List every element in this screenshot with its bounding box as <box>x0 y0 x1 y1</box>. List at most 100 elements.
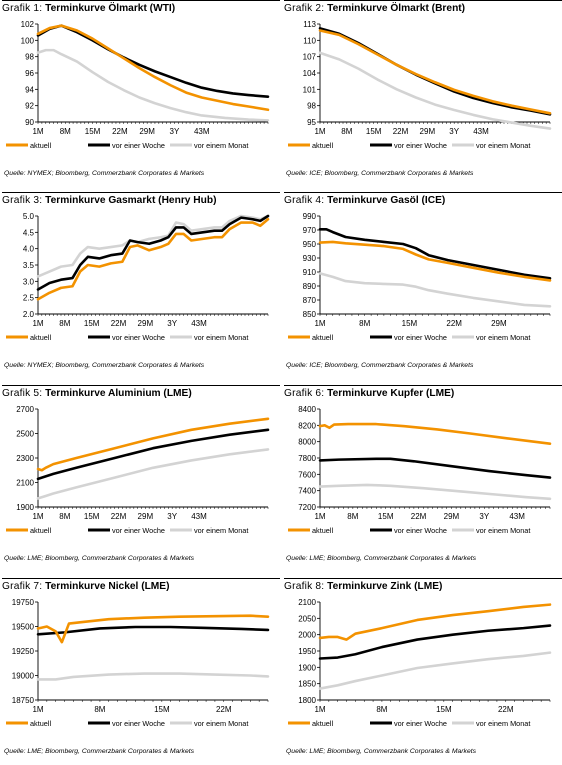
chart-title: Grafik 2: Terminkurve Ölmarkt (Brent) <box>284 3 562 17</box>
chart-panel-2: Grafik 2: Terminkurve Ölmarkt (Brent) 95 9… <box>284 0 562 185</box>
x-tick-label: 43M <box>509 512 525 521</box>
series-line-vor-einer-woche <box>318 228 552 280</box>
x-tick-label: 8M <box>59 512 70 521</box>
panel-top-rule <box>2 578 280 579</box>
x-tick-label: 8M <box>60 127 71 136</box>
series-line-vor-einem-monat <box>318 651 552 690</box>
y-tick-label: 7200 <box>298 503 316 512</box>
x-tick-label: 29M <box>138 512 154 521</box>
series-line-aktuell <box>318 240 552 282</box>
series-line-vor-einem-monat <box>36 48 270 122</box>
y-tick-label: 4.0 <box>23 245 35 254</box>
series-line-aktuell <box>318 29 552 115</box>
line-chart: 850 870 890 910 930 950 970 990 1M 8M 15M 22M 29M akt… <box>288 212 552 342</box>
legend-item-vor-einer-woche: vor einer Woche <box>370 141 447 150</box>
x-tick-label: 29M <box>444 512 460 521</box>
x-tick-label: 29M <box>139 127 155 136</box>
x-tick-label: 3Y <box>170 127 180 136</box>
legend-label: vor einem Monat <box>476 526 530 535</box>
series-line-vor-einer-woche <box>36 428 270 481</box>
x-tick-label: 22M <box>446 319 462 328</box>
y-tick-label: 930 <box>303 254 317 263</box>
x-tick-label: 15M <box>402 319 418 328</box>
chart-source: Quelle: LME; Bloomberg, Commerzbank Corp… <box>286 748 477 755</box>
chart-title-text: Terminkurve Zink (LME) <box>324 581 443 592</box>
y-tick-label: 5.0 <box>23 212 35 221</box>
y-tick-label: 3.0 <box>23 277 35 286</box>
legend-label: vor einem Monat <box>476 333 530 342</box>
legend-item-vor-einer-woche: vor einer Woche <box>370 333 447 342</box>
chart-source: Quelle: LME; Bloomberg, Commerzbank Corp… <box>4 555 195 562</box>
chart-title-text: Terminkurve Ölmarkt (WTI) <box>42 3 176 14</box>
x-tick-label: 15M <box>378 512 394 521</box>
legend-item-vor-einem-monat: vor einem Monat <box>452 526 530 535</box>
chart-title-text: Terminkurve Gasöl (ICE) <box>324 195 446 206</box>
y-tick-label: 113 <box>303 20 316 29</box>
y-tick-label: 98 <box>307 102 316 111</box>
y-tick-label: 2700 <box>16 405 34 414</box>
chart-source: Quelle: LME; Bloomberg, Commerzbank Corp… <box>286 555 477 562</box>
x-tick-label: 22M <box>498 705 514 714</box>
series-line-aktuell <box>36 217 270 301</box>
legend-item-vor-einem-monat: vor einem Monat <box>452 719 530 728</box>
y-tick-label: 19750 <box>12 598 35 607</box>
y-tick-label: 8000 <box>298 438 316 447</box>
chart-panel-1: Grafik 1: Terminkurve Ölmarkt (WTI) 90 92 9… <box>2 0 282 185</box>
y-tick-label: 104 <box>303 69 317 78</box>
chart-number: Grafik 3: <box>2 195 43 206</box>
chart-title-text: Terminkurve Nickel (LME) <box>42 581 170 592</box>
legend-item-aktuell: aktuell <box>6 526 51 535</box>
x-tick-label: 15M <box>436 705 452 714</box>
panel-top-rule <box>284 578 562 579</box>
x-tick-label: 3Y <box>449 127 459 136</box>
legend-item-vor-einer-woche: vor einer Woche <box>88 141 165 150</box>
y-tick-label: 90 <box>25 118 34 127</box>
x-tick-label: 1M <box>314 319 325 328</box>
series-line-aktuell <box>318 422 552 446</box>
legend-label: aktuell <box>312 333 333 342</box>
x-tick-label: 1M <box>32 319 43 328</box>
legend-label: aktuell <box>312 719 333 728</box>
legend-item-aktuell: aktuell <box>288 719 333 728</box>
y-tick-label: 19500 <box>12 623 35 632</box>
panel-top-rule <box>2 385 280 386</box>
line-chart: 1900 2100 2300 2500 2700 1M 8M 15M 22M 29M 3Y 43M ak… <box>6 405 270 535</box>
y-tick-label: 2.5 <box>23 294 35 303</box>
x-tick-label: 29M <box>420 127 436 136</box>
y-tick-label: 98 <box>25 53 34 62</box>
chart-source: Quelle: NYMEX; Bloomberg, Commerzbank Co… <box>4 362 205 369</box>
y-tick-label: 3.5 <box>23 261 35 270</box>
y-tick-label: 1900 <box>298 663 316 672</box>
y-tick-label: 96 <box>25 69 34 78</box>
legend-label: aktuell <box>312 526 333 535</box>
x-tick-label: 15M <box>366 127 382 136</box>
series-line-aktuell <box>36 614 270 644</box>
legend-label: vor einem Monat <box>194 719 248 728</box>
y-tick-label: 1900 <box>16 503 34 512</box>
y-tick-label: 2300 <box>16 454 34 463</box>
y-tick-label: 850 <box>303 310 317 319</box>
legend-label: vor einer Woche <box>112 141 165 150</box>
chart-panel-3: Grafik 3: Terminkurve Gasmarkt (Henry Hu… <box>2 192 282 377</box>
line-chart: 18750 19000 19250 19500 19750 1M 8M 15M 22M aktue… <box>6 598 270 728</box>
chart-panel-7: Grafik 7: Terminkurve Nickel (LME) 18750 1… <box>2 578 282 763</box>
x-tick-label: 29M <box>491 319 507 328</box>
y-tick-label: 102 <box>21 20 35 29</box>
legend-item-vor-einem-monat: vor einem Monat <box>170 526 248 535</box>
y-tick-label: 950 <box>303 240 317 249</box>
legend-label: vor einer Woche <box>112 719 165 728</box>
y-tick-label: 2000 <box>298 631 316 640</box>
y-tick-label: 95 <box>307 118 316 127</box>
series-line-vor-einer-woche <box>36 625 270 636</box>
chart-panel-4: Grafik 4: Terminkurve Gasöl (ICE) 850 870 8… <box>284 192 562 377</box>
panel-top-rule <box>2 0 280 1</box>
series-line-vor-einem-monat <box>36 672 270 681</box>
x-tick-label: 1M <box>32 705 43 714</box>
x-tick-label: 22M <box>216 705 232 714</box>
x-tick-label: 3Y <box>167 319 177 328</box>
chart-panel-8: Grafik 8: Terminkurve Zink (LME) 1800 1850… <box>284 578 562 763</box>
chart-number: Grafik 6: <box>284 388 325 399</box>
x-tick-label: 8M <box>59 319 70 328</box>
legend-item-vor-einer-woche: vor einer Woche <box>88 333 165 342</box>
panel-top-rule <box>284 385 562 386</box>
